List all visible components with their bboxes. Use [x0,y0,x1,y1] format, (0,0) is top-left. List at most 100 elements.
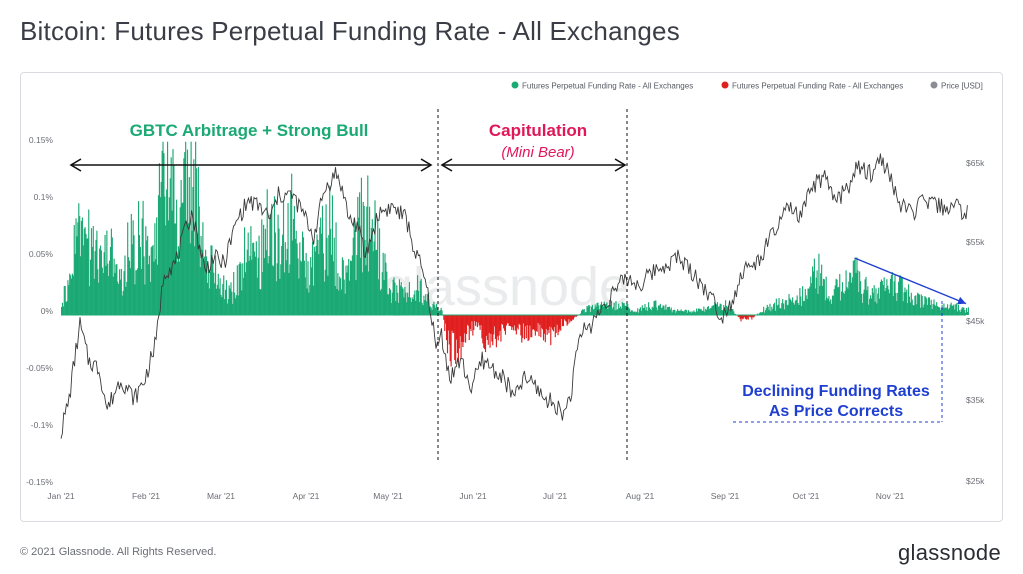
funding-rate-bar [304,277,306,315]
funding-rate-bar [87,238,89,315]
funding-rate-bar [929,304,931,315]
funding-rate-bar [466,315,468,325]
funding-rate-bar [188,177,190,315]
funding-rate-bar [201,249,203,315]
funding-rate-bar [924,296,926,315]
funding-rate-bar [392,279,394,315]
funding-rate-bar [396,285,398,315]
funding-rate-bar [218,288,220,315]
funding-rate-bar [855,272,857,315]
funding-rate-bar [786,305,788,315]
funding-rate-bar [192,187,194,315]
funding-rate-bar [519,315,521,325]
funding-rate-bar [76,236,78,315]
funding-rate-bar [446,315,448,341]
funding-rate-bar [406,302,408,315]
funding-rate-bar [884,291,886,315]
funding-rate-bar [557,315,559,336]
funding-rate-bar [948,307,950,315]
funding-rate-bar [70,275,72,315]
funding-rate-bar [513,315,515,331]
funding-rate-bar [476,315,478,328]
funding-rate-bar [455,315,458,340]
x-tick-label: Aug '21 [626,491,655,501]
funding-rate-bar [630,310,632,315]
funding-rate-bar [582,309,584,315]
funding-rate-bar [461,315,463,342]
funding-rate-bar [869,298,871,315]
funding-rate-bar [197,166,199,315]
funding-rate-bar [311,241,314,315]
funding-rate-bar [179,207,181,315]
funding-rate-bar [886,279,888,315]
funding-rate-bar [414,290,416,315]
funding-rate-bar [597,302,599,315]
funding-rate-bar [174,223,176,315]
funding-rate-bar [212,261,214,315]
funding-rate-bar [776,305,778,315]
funding-rate-bar [829,301,831,315]
brand-logo[interactable]: glassnode [898,540,1001,565]
funding-rate-bar [872,292,874,315]
funding-rate-bar [698,308,700,315]
x-tick-label: Jul '21 [543,491,568,501]
funding-rate-bar [186,221,188,315]
funding-rate-bar [644,304,646,315]
legend-dot-price [930,81,938,89]
funding-rate-bar [956,311,959,315]
funding-rate-bar [375,250,377,315]
funding-rate-bar [133,235,135,315]
funding-rate-bar [129,268,131,315]
funding-rate-bar [292,240,294,315]
funding-rate-bar [956,303,958,315]
funding-rate-bar [657,310,659,315]
funding-rate-bar [603,301,605,315]
funding-rate-bar [118,284,120,315]
funding-rate-bar [891,272,893,315]
funding-rate-bar [898,275,901,315]
funding-rate-bar [850,273,852,315]
x-tick-label: Apr '21 [293,491,320,501]
funding-rate-bar [852,260,854,315]
funding-rate-bar [103,252,105,315]
y-tick-label: 0% [41,306,54,316]
funding-rate-bar [782,299,784,315]
funding-rate-bar [883,277,885,315]
funding-rate-bar [714,302,716,315]
funding-rate-bar [509,315,511,326]
funding-rate-bar [366,206,368,315]
funding-rate-bar [925,297,927,315]
funding-rate-bar [868,304,870,315]
legend-label-price[interactable]: Price [USD] [941,82,983,91]
funding-rate-bar [79,216,81,315]
funding-rate-bar [70,278,73,315]
funding-rate-bar [109,260,111,315]
funding-rate-bar [450,315,452,367]
funding-rate-bar [486,315,488,340]
funding-rate-bar [399,285,401,315]
funding-rate-bar [759,312,761,315]
funding-rate-bar [832,295,834,315]
funding-rate-bar [456,315,459,354]
legend-label-negative[interactable]: Futures Perpetual Funding Rate - All Exc… [732,82,903,91]
funding-rate-bar [459,315,461,337]
funding-rate-bar [86,238,88,315]
funding-rate-bar [465,315,467,343]
funding-rate-bar [881,281,883,315]
funding-rate-bar [173,165,175,315]
legend-label-positive[interactable]: Futures Perpetual Funding Rate - All Exc… [522,82,693,91]
funding-rate-bar [650,310,652,315]
funding-rate-bar [195,141,197,315]
funding-rate-bar [350,261,353,315]
funding-rate-bar [440,307,442,315]
funding-rate-bar [246,249,248,315]
funding-rate-bar [272,265,274,315]
funding-rate-bar [526,315,528,326]
funding-rate-bar [697,308,699,315]
funding-rate-bar [874,301,876,315]
funding-rate-bar [355,280,357,315]
funding-rate-bar [581,309,584,315]
funding-rate-bar [95,239,97,315]
funding-rate-bar [923,304,925,315]
y-axis-left: 0.15% 0.1% 0.05% 0% -0.05% -0.1% -0.15% [26,135,53,487]
